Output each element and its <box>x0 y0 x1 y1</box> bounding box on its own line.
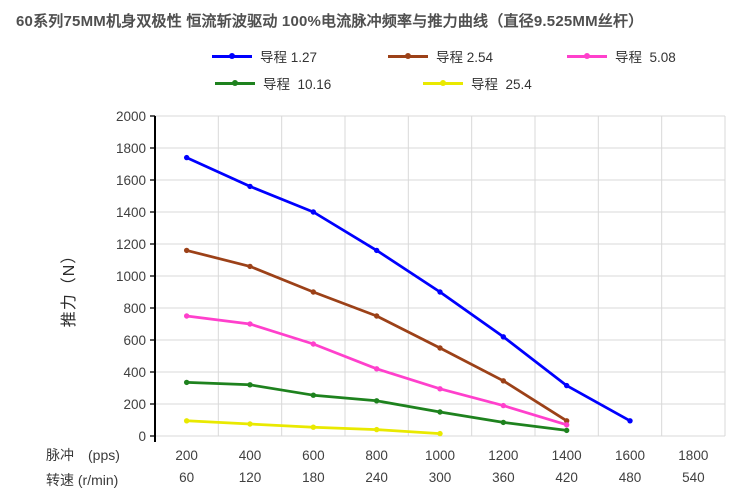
data-point <box>183 313 190 319</box>
legend-marker-icon <box>405 53 411 59</box>
data-point <box>373 426 380 433</box>
data-point <box>563 418 570 424</box>
legend-label: 导程 25.4 <box>471 77 532 92</box>
legend-marker-icon <box>229 53 235 59</box>
data-point <box>310 392 317 398</box>
x-tick-label-rpm: 300 <box>429 470 452 485</box>
x-axis-row1-label: 脉冲 (pps) <box>46 447 120 463</box>
legend-label: 导程 10.16 <box>263 77 332 92</box>
legend-line-swatch <box>212 53 252 59</box>
data-point <box>563 427 570 434</box>
legend-item-lead-1.27: 导程 1.27 <box>212 49 318 65</box>
data-point <box>373 366 380 372</box>
x-tick-label-rpm: 480 <box>619 470 642 485</box>
y-tick-label: 1600 <box>116 173 146 188</box>
data-point <box>183 247 190 254</box>
data-point <box>310 424 317 430</box>
data-point <box>627 418 633 424</box>
x-tick-label-pps: 1400 <box>552 448 582 463</box>
legend-label: 导程 5.08 <box>615 50 676 65</box>
data-point <box>500 402 507 409</box>
data-point <box>373 313 380 319</box>
y-tick-label: 1000 <box>116 269 146 284</box>
data-point <box>247 321 253 327</box>
x-tick-label-pps: 1000 <box>425 448 455 463</box>
data-point <box>373 398 380 404</box>
x-tick-label-rpm: 540 <box>682 470 705 485</box>
data-point <box>310 341 317 347</box>
data-point <box>183 379 190 386</box>
data-point <box>563 422 570 428</box>
data-point <box>183 154 190 161</box>
legend-item-lead-25.4: 导程 25.4 <box>423 76 532 92</box>
y-tick-label: 2000 <box>116 109 146 124</box>
x-tick-label-rpm: 360 <box>492 470 515 485</box>
legend-marker-icon <box>440 80 446 86</box>
data-point <box>500 419 507 426</box>
data-point <box>247 421 253 427</box>
data-point <box>437 345 443 351</box>
x-axis-row2-label: 转速 (r/min) <box>46 472 118 488</box>
x-tick-label-rpm: 120 <box>239 470 262 485</box>
data-point <box>437 409 443 415</box>
legend-line-swatch <box>215 80 255 86</box>
data-point <box>373 247 380 254</box>
x-tick-label-pps: 400 <box>239 448 262 463</box>
data-point <box>437 289 443 295</box>
data-point <box>247 382 253 388</box>
legend-label: 导程 2.54 <box>436 50 494 65</box>
x-tick-label-pps: 1200 <box>488 448 518 463</box>
y-tick-label: 600 <box>123 333 146 348</box>
x-tick-label-pps: 200 <box>175 448 198 463</box>
x-tick-label-pps: 800 <box>365 448 388 463</box>
data-point <box>500 334 507 340</box>
legend-line-swatch <box>388 53 428 59</box>
chart-title: 60系列75MM机身双极性 恒流斩波驱动 100%电流脉冲频率与推力曲线（直径9… <box>16 13 644 30</box>
data-point <box>183 418 190 424</box>
y-tick-label: 400 <box>123 365 146 380</box>
legend-item-lead-5.08: 导程 5.08 <box>567 49 676 65</box>
y-tick-label: 800 <box>123 301 146 316</box>
y-tick-label: 0 <box>138 429 146 444</box>
data-point <box>437 430 443 437</box>
x-tick-label-pps: 1800 <box>678 448 708 463</box>
x-tick-label-rpm: 240 <box>365 470 388 485</box>
x-tick-label-pps: 600 <box>302 448 325 463</box>
legend-item-lead-10.16: 导程 10.16 <box>215 76 332 92</box>
x-tick-label-rpm: 60 <box>179 470 194 485</box>
x-tick-label-rpm: 420 <box>555 470 578 485</box>
y-tick-label: 1400 <box>116 205 146 220</box>
legend-label: 导程 1.27 <box>260 50 318 65</box>
legend-marker-icon <box>584 53 590 59</box>
data-point <box>310 289 317 295</box>
y-tick-label: 1800 <box>116 141 146 156</box>
legend-line-swatch <box>567 53 607 59</box>
data-point <box>247 183 253 190</box>
legend-item-lead-2.54: 导程 2.54 <box>388 49 494 65</box>
data-point <box>310 209 317 215</box>
x-tick-label-rpm: 180 <box>302 470 325 485</box>
y-tick-label: 1200 <box>116 237 146 252</box>
series-line-导程-1.27 <box>185 156 632 423</box>
y-tick-label: 200 <box>123 397 146 412</box>
x-tick-label-pps: 1600 <box>615 448 645 463</box>
legend-marker-icon <box>232 80 238 86</box>
data-point <box>500 378 507 384</box>
data-point <box>247 263 253 270</box>
legend-line-swatch <box>423 80 463 86</box>
data-point <box>563 382 570 389</box>
data-point <box>437 386 443 392</box>
